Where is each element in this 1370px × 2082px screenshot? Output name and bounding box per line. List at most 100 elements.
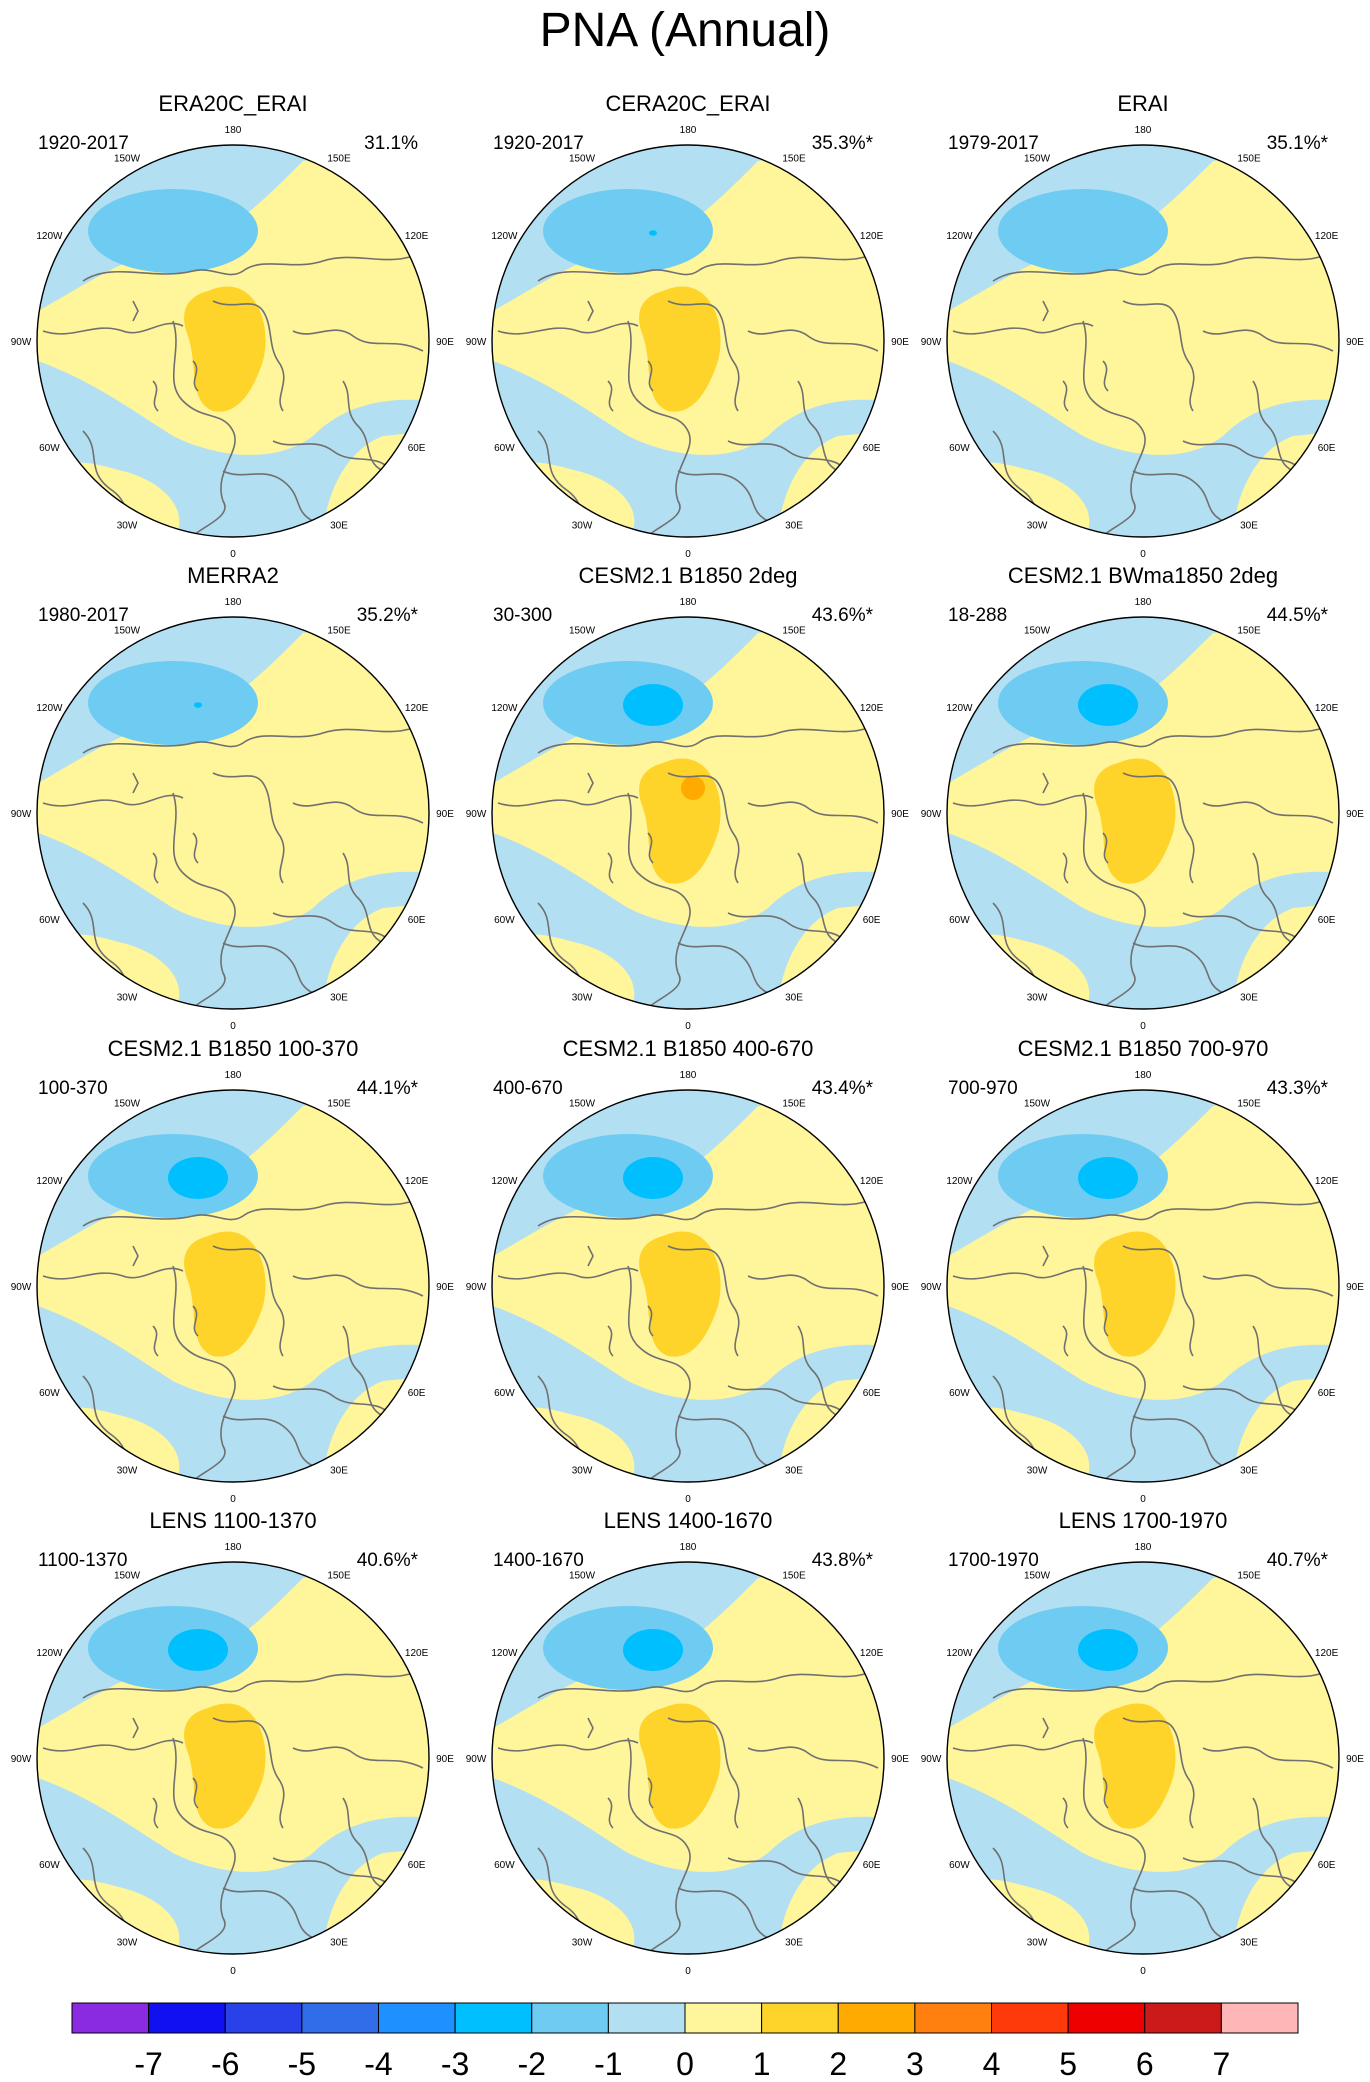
contour-pos-2 (1094, 1231, 1176, 1357)
colorbar-label: -5 (288, 2046, 316, 2082)
longitude-label: 180 (1135, 125, 1152, 136)
contour-neg-3 (623, 1629, 683, 1671)
map-panel: MERRA2 1980-2017 35.2%* 180 150E 120E 90E 60E 30… (11, 563, 455, 1032)
longitude-label: 150W (114, 1570, 141, 1581)
longitude-label: 90E (436, 1282, 454, 1293)
colorbar-label: 6 (1136, 2046, 1154, 2082)
map-boundary (491, 616, 885, 1010)
longitude-label: 60W (494, 915, 515, 926)
contour-pos-1 (948, 145, 1339, 455)
colorbar-swatch (914, 2002, 992, 2034)
colorbar-swatch (454, 2002, 533, 2034)
longitude-label: 120E (1315, 231, 1339, 242)
map-panel: CERA20C_ERAI 1920-2017 35.3%* 180 150E 120E 90… (466, 91, 910, 560)
longitude-label: 90E (891, 1754, 909, 1765)
longitude-label: 120E (405, 1648, 429, 1659)
longitude-label: 150E (782, 625, 806, 636)
longitude-label: 150W (1024, 625, 1051, 636)
longitude-label: 30W (117, 1938, 138, 1949)
longitude-label: 30E (785, 521, 803, 532)
longitude-label: 60E (1318, 443, 1336, 454)
colorbar-label: -2 (518, 2046, 546, 2082)
longitude-label: 120E (405, 703, 429, 714)
panel-variance: 44.5%* (1267, 605, 1329, 626)
longitude-label: 120W (946, 231, 973, 242)
longitude-label: 120W (36, 231, 63, 242)
anomaly-field (492, 617, 884, 1009)
coastlines (952, 1672, 1339, 1954)
longitude-label: 150E (782, 1570, 806, 1581)
colorbar-swatch (378, 2002, 456, 2034)
longitude-label: 60W (39, 1388, 60, 1399)
map-boundary (946, 1089, 1340, 1483)
colorbar-swatch (607, 2002, 686, 2034)
longitude-label: 60E (408, 1388, 426, 1399)
panel-period: 1979-2017 (948, 133, 1039, 154)
longitude-label: 120E (1315, 703, 1339, 714)
longitude-label: 30W (117, 993, 138, 1004)
longitude-label: 150E (1237, 625, 1261, 636)
panel-variance: 44.1%* (357, 1078, 419, 1099)
longitude-label: 0 (230, 1966, 236, 1977)
longitude-label: 60E (1318, 1388, 1336, 1399)
panel-title: LENS 1700-1970 (1059, 1508, 1228, 1533)
figure-title: PNA (Annual) (540, 4, 831, 57)
colorbar-label: 2 (829, 2046, 847, 2082)
longitude-label: 30W (117, 1466, 138, 1477)
longitude-label: 180 (1135, 1070, 1152, 1081)
contour-pos-2 (184, 1231, 266, 1357)
longitude-label: 60E (408, 915, 426, 926)
colorbar-swatch (761, 2002, 839, 2034)
colorbar-swatch (1144, 2002, 1222, 2034)
colorbar-swatch (148, 2002, 226, 2034)
map-panel: LENS 1100-1370 1100-1370 40.6%* 180 150E 120E… (11, 1508, 455, 1977)
longitude-label: 60W (949, 443, 970, 454)
map-boundary (36, 1561, 430, 1955)
panel-period: 1100-1370 (38, 1550, 127, 1571)
panel-title: ERAI (1117, 91, 1168, 116)
longitude-label: 0 (230, 1021, 236, 1032)
longitude-label: 180 (680, 1070, 697, 1081)
longitude-label: 120W (491, 1176, 518, 1187)
longitude-label: 60E (863, 443, 881, 454)
contour-neg-2 (88, 661, 258, 745)
colorbar-swatch (301, 2002, 379, 2034)
longitude-label: 60W (949, 1388, 970, 1399)
panel-variance: 35.3%* (812, 133, 874, 154)
longitude-label: 60W (39, 1860, 60, 1871)
contour-neg-3 (623, 1157, 683, 1199)
longitude-label: 180 (680, 597, 697, 608)
longitude-label: 60W (949, 915, 970, 926)
anomaly-field (947, 145, 1339, 537)
panel-period: 1700-1970 (948, 1550, 1039, 1571)
longitude-label: 30E (330, 521, 348, 532)
colorbar-label: -6 (211, 2046, 239, 2082)
longitude-label: 90W (921, 337, 942, 348)
colorbar-swatch (531, 2002, 609, 2034)
longitude-label: 120E (860, 1648, 884, 1659)
longitude-label: 120E (860, 1176, 884, 1187)
coastlines (497, 1200, 884, 1482)
longitude-label: 90W (921, 1754, 942, 1765)
coastlines (42, 1200, 429, 1482)
panel-variance: 43.3%* (1267, 1078, 1329, 1099)
map-boundary (491, 144, 885, 538)
longitude-label: 180 (225, 597, 242, 608)
contour-neg-3 (168, 1157, 228, 1199)
longitude-label: 30W (1027, 521, 1048, 532)
map-panel: LENS 1400-1670 1400-1670 43.8%* 180 150E 120E… (466, 1508, 910, 1977)
contour-pos-2 (184, 1703, 266, 1829)
longitude-label: 150E (327, 153, 351, 164)
longitude-label: 120W (491, 703, 518, 714)
anomaly-field (37, 617, 429, 1009)
longitude-label: 0 (685, 1021, 691, 1032)
longitude-label: 30E (1240, 993, 1258, 1004)
colorbar-label: 7 (1212, 2046, 1230, 2082)
colorbar-swatch (837, 2002, 916, 2034)
panel-period: 1400-1670 (493, 1550, 584, 1571)
longitude-label: 60E (1318, 915, 1336, 926)
panel-title: CESM2.1 B1850 700-970 (1018, 1036, 1269, 1061)
longitude-label: 90W (466, 1282, 487, 1293)
longitude-label: 150E (1237, 1570, 1261, 1581)
